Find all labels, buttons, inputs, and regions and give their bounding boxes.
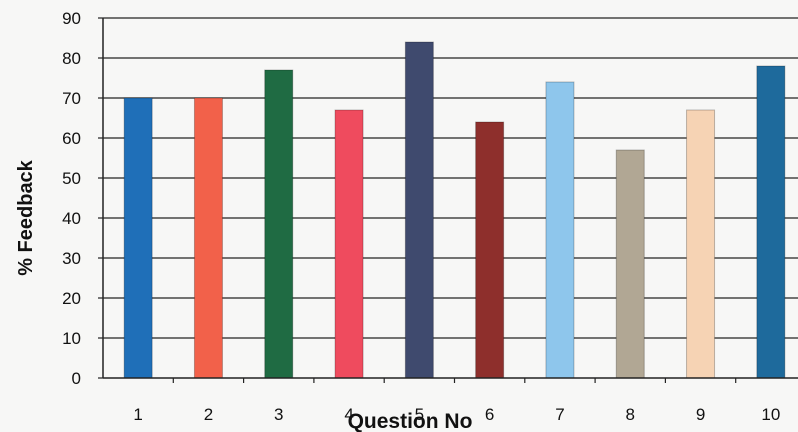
y-tick-label: 40	[62, 209, 81, 228]
axes	[102, 18, 798, 379]
bar	[615, 149, 645, 379]
bar	[264, 69, 294, 379]
bar	[334, 109, 364, 379]
y-tick-label: 20	[62, 289, 81, 308]
x-tick-labels: 1 2 3 4 5 6 7 8 9 10	[133, 378, 780, 424]
x-tick-label: 1	[133, 405, 142, 424]
y-axis-title: % Feedback	[15, 159, 37, 275]
x-tick-label: 7	[555, 405, 564, 424]
y-tick-label: 30	[62, 249, 81, 268]
x-tick-label: 3	[274, 405, 283, 424]
bar	[545, 81, 575, 379]
y-tick-label: 10	[62, 329, 81, 348]
x-tick-label: 6	[485, 405, 494, 424]
bar	[404, 41, 434, 379]
bar	[475, 121, 505, 379]
bar	[123, 97, 153, 379]
y-tick-label: 50	[62, 169, 81, 188]
y-tick-label: 0	[72, 369, 81, 388]
x-tick-label: 9	[696, 405, 705, 424]
bar	[193, 97, 223, 379]
y-tick-label: 80	[62, 49, 81, 68]
x-tick-label: 2	[204, 405, 213, 424]
y-tick-label: 70	[62, 89, 81, 108]
x-tick-label: 8	[626, 405, 635, 424]
x-tick-label: 10	[761, 405, 780, 424]
x-axis-title: Question No	[348, 410, 473, 432]
bar	[756, 65, 786, 379]
x-tick-label: 5	[415, 405, 424, 424]
x-tick-label: 4	[344, 405, 353, 424]
y-tick-label: 60	[62, 129, 81, 148]
bar	[686, 109, 716, 379]
y-tick-label: 90	[62, 9, 81, 28]
bars	[123, 41, 786, 379]
y-tick-labels: 0 10 20 30 40 50 60 70 80 90	[62, 9, 103, 388]
